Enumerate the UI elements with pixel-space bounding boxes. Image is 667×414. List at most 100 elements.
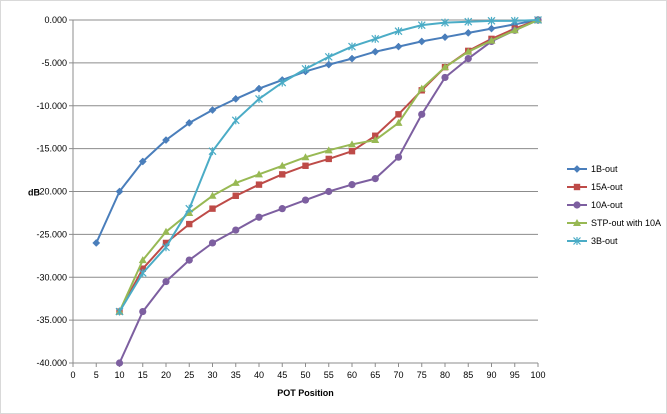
data-point-3b-out — [115, 307, 124, 316]
data-point-10a-out — [278, 205, 286, 213]
x-tick-label: 35 — [231, 370, 241, 380]
data-point-3b-out — [487, 16, 496, 25]
legend-marker — [573, 165, 581, 173]
data-point-1b-out — [464, 28, 473, 37]
series-line-1b-out — [95, 19, 539, 244]
x-tick-label: 50 — [300, 370, 310, 380]
data-point-stp-out-with-10a — [487, 36, 496, 44]
data-point-10a-out — [348, 181, 356, 189]
data-point-3b-out — [534, 16, 542, 24]
data-point-stp-out-with-10a — [371, 136, 380, 144]
legend-item-stp-out-with-10a: STP-out with 10A — [567, 218, 661, 228]
legend-item-10a-out: 10A-out — [567, 200, 623, 210]
y-tick-label: 0.000 — [44, 15, 67, 25]
legend-marker — [573, 237, 581, 245]
data-point-1b-out — [394, 42, 403, 51]
data-point-3b-out — [324, 52, 333, 61]
data-point-15a-out — [232, 192, 239, 199]
data-point-3b-out — [510, 16, 519, 25]
legend-marker — [573, 201, 581, 209]
x-tick-label: 45 — [277, 370, 287, 380]
legend-label: STP-out with 10A — [591, 218, 661, 228]
legend-label: 10A-out — [591, 200, 623, 210]
data-point-1b-out — [138, 157, 147, 166]
data-point-15a-out — [395, 111, 402, 118]
data-point-1b-out — [231, 94, 240, 103]
x-tick-label: 0 — [70, 370, 75, 380]
series-1b-out — [92, 16, 542, 247]
data-point-1b-out — [185, 118, 194, 127]
data-point-3b-out — [417, 21, 426, 30]
y-tick-label: -25.000 — [36, 229, 67, 239]
data-point-10a-out — [418, 110, 426, 118]
data-point-10a-out — [115, 359, 124, 367]
x-axis-title: POT Position — [277, 388, 334, 398]
y-tick-label: -15.000 — [36, 144, 67, 154]
data-point-10a-out — [139, 307, 147, 316]
data-point-15a-out — [279, 171, 286, 178]
data-point-15a-out — [325, 155, 332, 163]
x-tick-label: 75 — [417, 370, 427, 380]
x-tick-label: 20 — [161, 370, 171, 380]
data-point-stp-out-with-10a — [324, 146, 333, 154]
x-tick-label: 80 — [440, 370, 450, 380]
y-tick-label: -35.000 — [36, 315, 67, 325]
data-point-1b-out — [162, 136, 170, 145]
legend: 1B-out 15A-out 10A-out STP-out with 10A 3B-o… — [567, 164, 661, 246]
data-point-stp-out-with-10a — [162, 227, 170, 235]
data-point-3b-out — [278, 78, 287, 87]
data-point-10a-out — [464, 54, 472, 63]
legend-label: 15A-out — [591, 182, 623, 192]
x-tick-label: 100 — [530, 370, 545, 380]
data-point-3b-out — [138, 268, 147, 277]
legend-label: 1B-out — [591, 164, 618, 174]
data-point-3b-out — [185, 204, 194, 213]
y-tick-label: -30.000 — [36, 272, 67, 282]
data-point-stp-out-with-10a — [208, 191, 217, 199]
data-point-stp-out-with-10a — [464, 47, 473, 55]
data-point-15a-out — [348, 147, 356, 155]
x-tick-label: 70 — [393, 370, 403, 380]
data-point-3b-out — [394, 27, 403, 36]
x-tick-label: 5 — [94, 370, 99, 380]
legend-item-15a-out: 15A-out — [567, 182, 623, 192]
data-point-1b-out — [441, 33, 449, 42]
data-point-10a-out — [185, 256, 193, 264]
data-point-10a-out — [255, 213, 263, 221]
data-point-stp-out-with-10a — [394, 118, 403, 126]
data-point-10a-out — [301, 196, 310, 204]
x-tick-label: 95 — [510, 370, 520, 380]
data-point-1b-out — [208, 106, 217, 114]
data-point-15a-out — [162, 239, 170, 247]
legend-item-1b-out: 1B-out — [567, 164, 618, 174]
data-point-1b-out — [487, 24, 496, 33]
x-tick-label: 90 — [486, 370, 496, 380]
data-point-15a-out — [186, 220, 193, 228]
data-point-10a-out — [162, 277, 170, 286]
data-point-10a-out — [325, 187, 333, 196]
x-tick-label: 40 — [254, 370, 264, 380]
data-point-3b-out — [231, 116, 240, 125]
y-tick-label: -20.000 — [36, 187, 67, 197]
x-tick-label: 10 — [114, 370, 124, 380]
data-point-10a-out — [208, 239, 217, 247]
data-point-stp-out-with-10a — [231, 178, 240, 186]
data-point-stp-out-with-10a — [301, 153, 310, 161]
data-point-1b-out — [255, 84, 263, 93]
data-point-stp-out-with-10a — [441, 63, 449, 71]
data-point-stp-out-with-10a — [510, 26, 519, 34]
data-point-1b-out — [324, 60, 333, 69]
data-point-1b-out — [417, 37, 426, 46]
x-tick-label: 25 — [184, 370, 194, 380]
data-point-3b-out — [162, 243, 170, 252]
data-point-1b-out — [92, 238, 101, 247]
data-point-stp-out-with-10a — [138, 256, 147, 264]
data-point-15a-out — [255, 181, 263, 188]
y-tick-label: -5.000 — [41, 58, 67, 68]
legend-item-3b-out: 3B-out — [567, 236, 618, 246]
data-point-15a-out — [302, 162, 309, 169]
x-tick-label: 55 — [324, 370, 334, 380]
y-tick-label: -10.000 — [36, 101, 67, 111]
